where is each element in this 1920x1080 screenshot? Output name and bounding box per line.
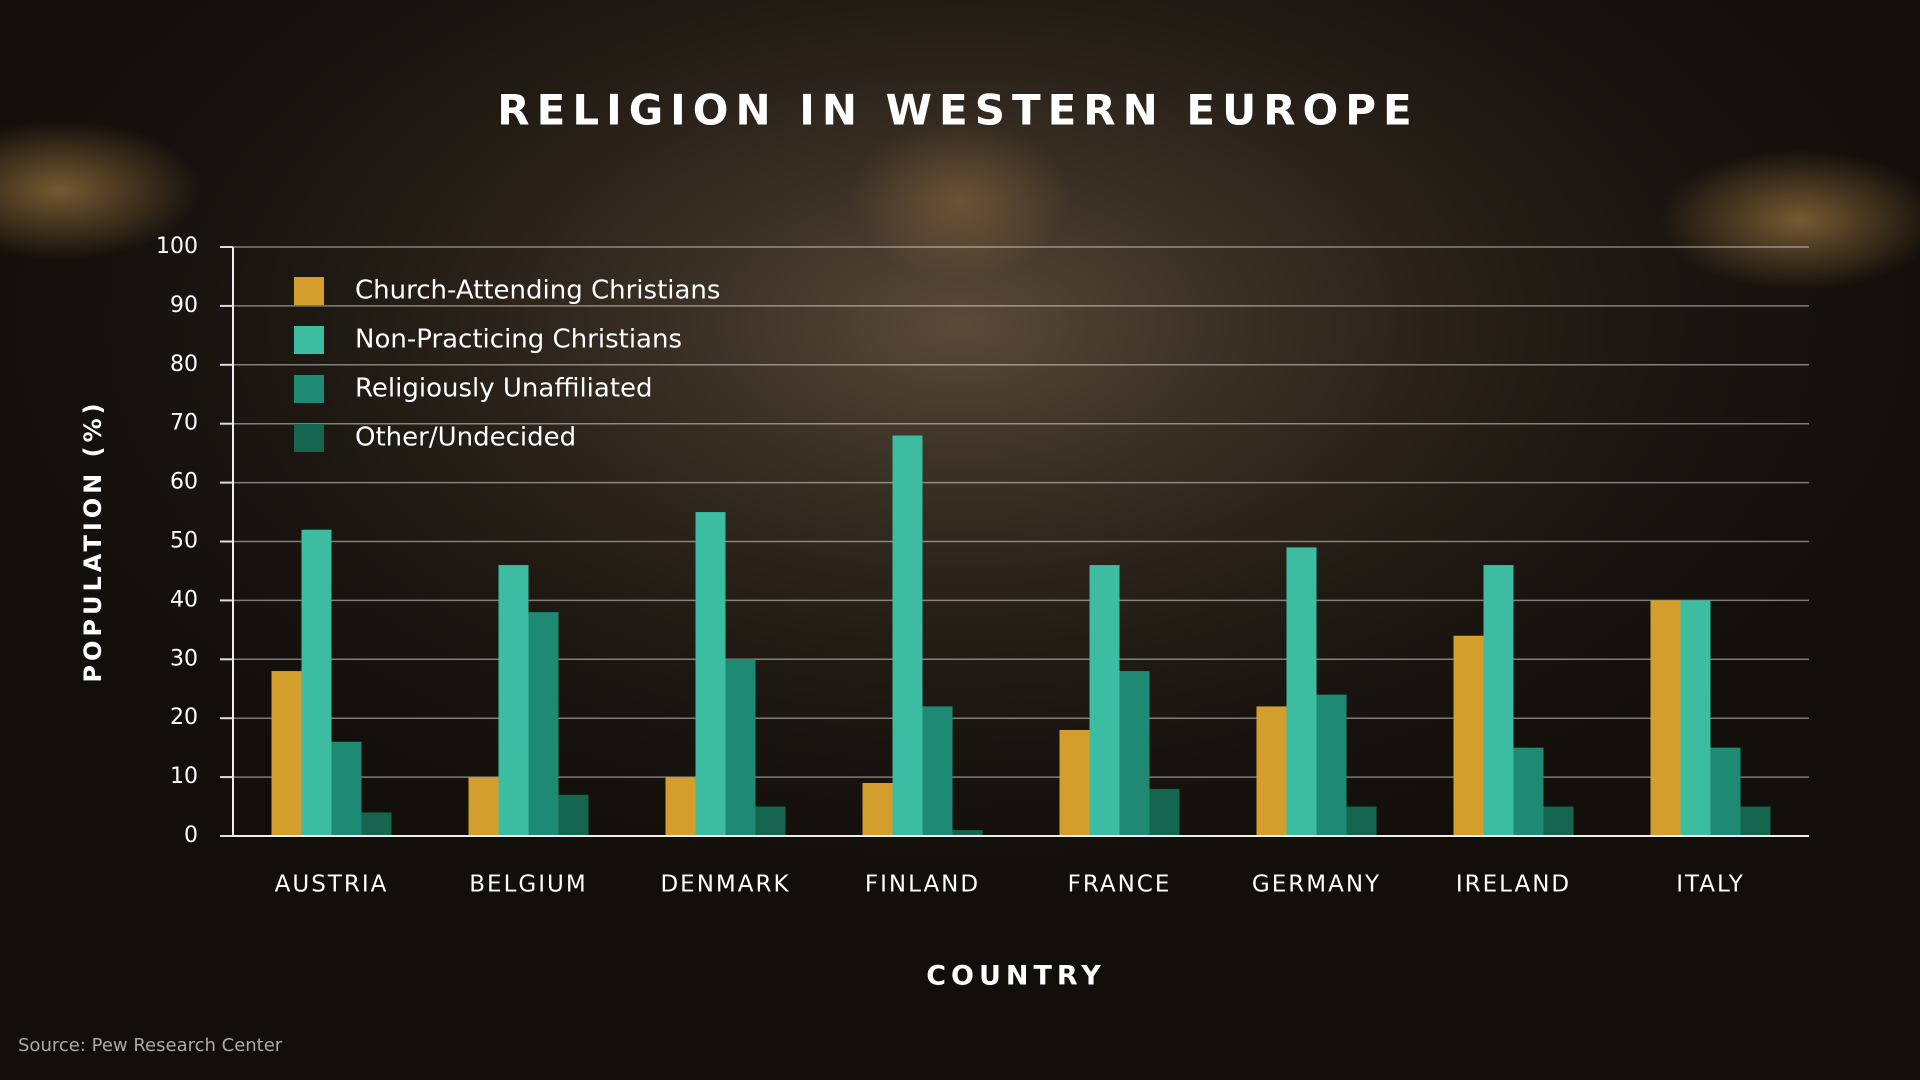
y-tick-label: 100 <box>156 234 198 259</box>
x-tick-label: AUSTRIA <box>275 872 389 898</box>
bar <box>1256 706 1287 836</box>
y-tick-label: 70 <box>170 411 198 436</box>
bar <box>725 659 756 836</box>
bar <box>1513 747 1544 836</box>
x-tick-label: FINLAND <box>865 872 980 898</box>
legend-swatch <box>294 277 324 305</box>
y-axis-title: POPULATION (%) <box>79 399 107 682</box>
legend-label: Other/Undecided <box>355 423 576 453</box>
background-light <box>1660 150 1920 290</box>
bar <box>1740 806 1771 836</box>
bar <box>558 794 589 836</box>
bar <box>1710 747 1741 836</box>
bar <box>1119 671 1150 836</box>
bar <box>695 512 726 836</box>
y-tick-label: 40 <box>170 587 198 612</box>
y-tick-label: 90 <box>170 293 198 318</box>
bar <box>1316 694 1347 836</box>
legend-label: Church-Attending Christians <box>355 276 720 306</box>
bar <box>301 529 332 836</box>
bar <box>1680 600 1711 836</box>
x-tick-label: BELGIUM <box>469 872 587 898</box>
x-axis-title: COUNTRY <box>926 961 1106 992</box>
bar <box>1543 806 1574 836</box>
bar <box>922 706 953 836</box>
bar <box>361 812 392 836</box>
legend-swatch <box>294 424 324 452</box>
legend-label: Non-Practicing Christians <box>355 325 682 355</box>
bar <box>755 806 786 836</box>
x-tick-label: IRELAND <box>1456 872 1571 898</box>
y-tick-label: 50 <box>170 529 198 554</box>
x-tick-label: DENMARK <box>660 872 790 898</box>
background-light <box>850 120 1070 280</box>
y-tick-label: 60 <box>170 470 198 495</box>
bar <box>1089 565 1120 836</box>
y-tick-label: 30 <box>170 646 198 671</box>
x-tick-label: ITALY <box>1676 872 1745 898</box>
background-light <box>0 120 200 260</box>
legend-swatch <box>294 326 324 354</box>
y-tick-label: 10 <box>170 764 198 789</box>
bar <box>892 435 923 836</box>
bar <box>1483 565 1514 836</box>
x-tick-label: FRANCE <box>1068 872 1172 898</box>
bar <box>468 777 499 836</box>
bar <box>1059 729 1090 836</box>
bar <box>528 612 559 836</box>
bar <box>1650 600 1681 836</box>
source-note: Source: Pew Research Center <box>18 1035 283 1056</box>
y-tick-label: 80 <box>170 352 198 377</box>
bar <box>862 782 893 836</box>
chart-title: RELIGION IN WESTERN EUROPE <box>497 86 1418 135</box>
bar <box>665 777 696 836</box>
bar <box>1149 788 1180 836</box>
bar <box>331 741 362 836</box>
bar <box>1453 635 1484 836</box>
y-tick-label: 20 <box>170 705 198 730</box>
bar <box>952 830 983 836</box>
bar <box>1286 547 1317 836</box>
bar <box>498 565 529 836</box>
x-tick-label: GERMANY <box>1252 872 1381 898</box>
legend-swatch <box>294 375 324 403</box>
y-tick-label: 0 <box>184 823 198 848</box>
legend-label: Religiously Unaffiliated <box>355 374 653 404</box>
bar <box>271 671 302 836</box>
bar <box>1346 806 1377 836</box>
